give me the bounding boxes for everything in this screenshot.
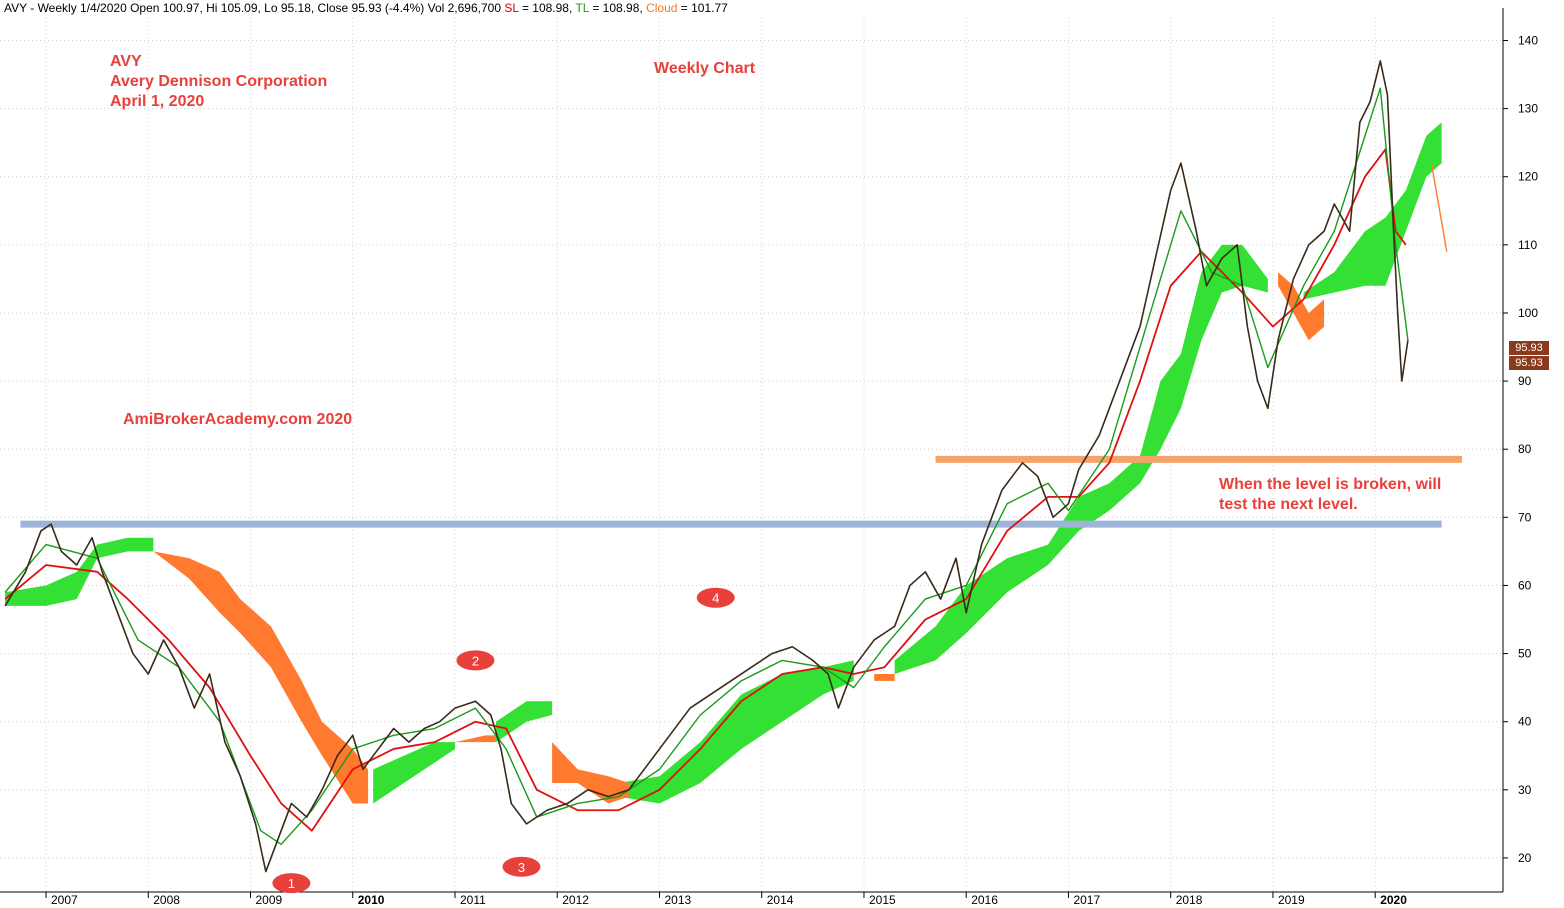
last-price-tag-2: 95.93	[1509, 356, 1549, 370]
y-tick-label: 130	[1518, 102, 1538, 116]
chikou-tail	[1430, 162, 1448, 252]
wave-marker-4	[696, 587, 735, 608]
y-tick-label: 30	[1518, 783, 1532, 797]
wave-marker-3	[502, 856, 541, 877]
x-tick-label: 2008	[153, 893, 180, 907]
support-levels	[20, 455, 1463, 528]
header-sl-value: = 108.98,	[521, 1, 573, 15]
title-block: AVY Avery Dennison Corporation April 1, …	[110, 52, 327, 112]
header-quote: AVY - Weekly 1/4/2020 Open 100.97, Hi 10…	[4, 1, 501, 15]
price-line	[4, 60, 1409, 873]
x-tick-label: 2009	[256, 893, 283, 907]
x-tick-label: 2016	[971, 893, 998, 907]
cloud-bearish	[1278, 272, 1325, 341]
y-tick-label: 120	[1518, 170, 1538, 184]
header-tl-value: = 108.98,	[592, 1, 643, 15]
x-tick-label: 2014	[767, 893, 794, 907]
y-tick-label: 80	[1518, 442, 1532, 456]
wave-marker-label-2: 2	[472, 653, 479, 668]
x-tick-label: 2017	[1073, 893, 1100, 907]
x-tick-label: 2011	[460, 893, 486, 907]
x-tick-label: 2018	[1176, 893, 1203, 907]
axes: 20 30 40 50 60 70 80 90 100 110 120 130 140 2007 2008 2…	[0, 8, 1538, 907]
y-tick-label: 90	[1518, 374, 1532, 388]
cloud-bearish	[874, 674, 895, 681]
y-tick-label: 50	[1518, 647, 1532, 661]
cloud-bullish	[1303, 122, 1442, 300]
x-tick-label: 2020	[1380, 893, 1407, 907]
level-note-line-2: test the next level.	[1219, 496, 1358, 513]
company-label: Avery Dennison Corporation	[110, 73, 328, 90]
chart-header: AVY - Weekly 1/4/2020 Open 100.97, Hi 10…	[4, 1, 728, 15]
y-tick-label: 110	[1518, 238, 1537, 252]
indicator-lines	[4, 60, 1448, 873]
header-cloud-label: Cloud	[646, 1, 678, 15]
y-tick-label: 60	[1518, 578, 1532, 592]
x-tick-label: 2013	[664, 893, 691, 907]
ichimoku-cloud	[5, 122, 1442, 804]
ticker-label: AVY	[110, 53, 142, 70]
cloud-bearish	[552, 742, 629, 804]
watermark-label: AmiBrokerAcademy.com 2020	[123, 411, 353, 428]
x-tick-label: 2010	[358, 893, 385, 907]
tenkan-line	[4, 87, 1409, 846]
x-tick-label: 2019	[1278, 893, 1305, 907]
y-tick-label: 100	[1518, 306, 1538, 320]
cloud-bullish	[894, 244, 1268, 675]
y-tick-label: 20	[1518, 851, 1532, 865]
date-label: April 1, 2020	[110, 93, 205, 110]
y-tick-label: 140	[1518, 33, 1538, 47]
header-sl-label: SL	[504, 1, 519, 15]
header-cloud-value: = 101.77	[680, 1, 728, 15]
grid	[0, 18, 1503, 892]
cloud-bullish	[618, 660, 854, 804]
wave-markers: 1 2 3 4	[272, 587, 735, 894]
wave-marker-label-4: 4	[712, 591, 719, 606]
chart-kind-label: Weekly Chart	[654, 60, 756, 77]
last-price-tag: 95.93	[1509, 341, 1549, 355]
kijun-line	[4, 148, 1407, 832]
wave-marker-label-1: 1	[288, 876, 295, 891]
wave-marker-2	[456, 650, 495, 671]
cloud-bearish	[153, 551, 369, 804]
x-tick-label: 2012	[562, 893, 589, 907]
cloud-bullish	[373, 742, 455, 804]
y-tick-label: 40	[1518, 715, 1532, 729]
cloud-bullish	[5, 537, 154, 606]
wave-marker-1	[272, 873, 311, 894]
level-note-line-1: When the level is broken, will	[1219, 476, 1442, 493]
x-tick-label: 2015	[869, 893, 896, 907]
header-tl-label: TL	[575, 1, 589, 15]
wave-marker-label-3: 3	[518, 860, 525, 875]
y-tick-label: 70	[1518, 510, 1532, 524]
cloud-bullish	[495, 701, 553, 743]
x-tick-label: 2007	[51, 893, 78, 907]
cloud-bearish	[454, 735, 496, 743]
